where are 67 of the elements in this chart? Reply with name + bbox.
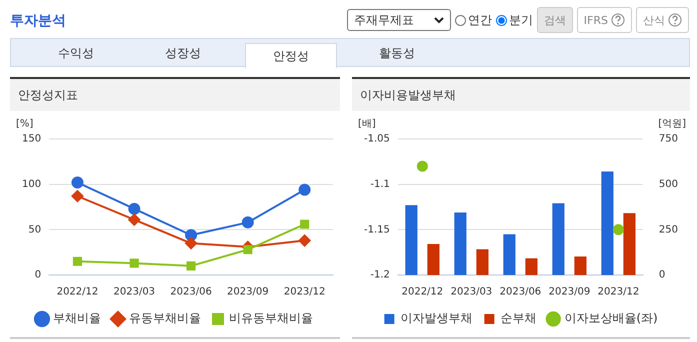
y2-tick-label: 750 [658, 134, 678, 145]
legend-label: 순부채 [500, 311, 536, 326]
point [243, 245, 252, 254]
text: 성장성 [164, 44, 202, 62]
point [71, 190, 84, 202]
bar [623, 213, 636, 275]
point [130, 258, 139, 268]
text: 분기 [508, 12, 533, 28]
bar [427, 244, 440, 275]
bar [574, 256, 586, 275]
point [298, 184, 311, 196]
y-tick-label: 50 [28, 224, 42, 236]
x-tick-label: 2023/06 [170, 286, 212, 298]
y-tick-label: -1.1 [370, 178, 390, 190]
y-tick-label: 0 [34, 270, 42, 281]
chart-title: 이자비용발생부채 [352, 79, 690, 111]
y-axis-title: [배] [358, 118, 376, 130]
y-tick-label: 150 [22, 134, 42, 145]
text: 검색 [544, 12, 566, 28]
point [72, 256, 82, 266]
x-tick-label: 2023/09 [548, 286, 590, 298]
x-tick-label: 2023/09 [227, 286, 269, 298]
point [185, 237, 198, 250]
text: 활동성 [378, 44, 416, 62]
y-tick-label: -1.2 [370, 270, 390, 281]
legend-label: 이자보상배율(좌) [564, 311, 658, 326]
point [298, 234, 311, 247]
bar [476, 249, 488, 275]
x-tick-label: 2022/12 [56, 286, 98, 298]
point [186, 261, 196, 270]
text: IFRS [584, 14, 608, 26]
x-tick-label: 2023/12 [598, 286, 640, 298]
text: 수익성 [57, 44, 95, 62]
text: 연간 [468, 12, 492, 28]
legend-label: 부채비율 [53, 311, 101, 326]
y2-tick-label: 250 [658, 224, 678, 236]
point [128, 214, 140, 226]
bar [552, 203, 564, 275]
point [300, 220, 310, 229]
text: 투자분석 [10, 12, 66, 30]
x-tick-label: 2023/06 [500, 286, 542, 298]
bar [454, 212, 466, 275]
point [242, 216, 254, 228]
bar [601, 171, 614, 275]
y-tick-label: -1.05 [364, 134, 390, 145]
point [128, 202, 140, 215]
y2-tick-label: 0 [658, 270, 666, 281]
point [71, 176, 84, 189]
y-tick-label: -1.15 [364, 224, 390, 236]
legend-label: 비유동부채비율 [229, 311, 313, 326]
bar [405, 205, 418, 275]
text: 산식 [643, 12, 665, 28]
x-tick-label: 2023/03 [113, 286, 156, 298]
x-tick-label: 2023/03 [450, 286, 492, 298]
legend-label: 이자발생부채 [400, 311, 472, 326]
y2-tick-label: 500 [658, 178, 678, 190]
x-tick-label: 2022/12 [402, 286, 444, 298]
bar [525, 258, 538, 275]
text: 주재무제표 [354, 12, 414, 28]
y2-axis-title: [억원] [658, 118, 686, 130]
legend-label: 유동부채비율 [129, 311, 201, 326]
y-tick-label: 100 [22, 178, 42, 190]
chart-title: 안정성지표 [10, 79, 340, 111]
x-tick-label: 2023/12 [284, 286, 326, 298]
bar [503, 234, 516, 275]
y-axis-title: [%] [16, 118, 34, 130]
text: 안정성 [245, 43, 337, 68]
